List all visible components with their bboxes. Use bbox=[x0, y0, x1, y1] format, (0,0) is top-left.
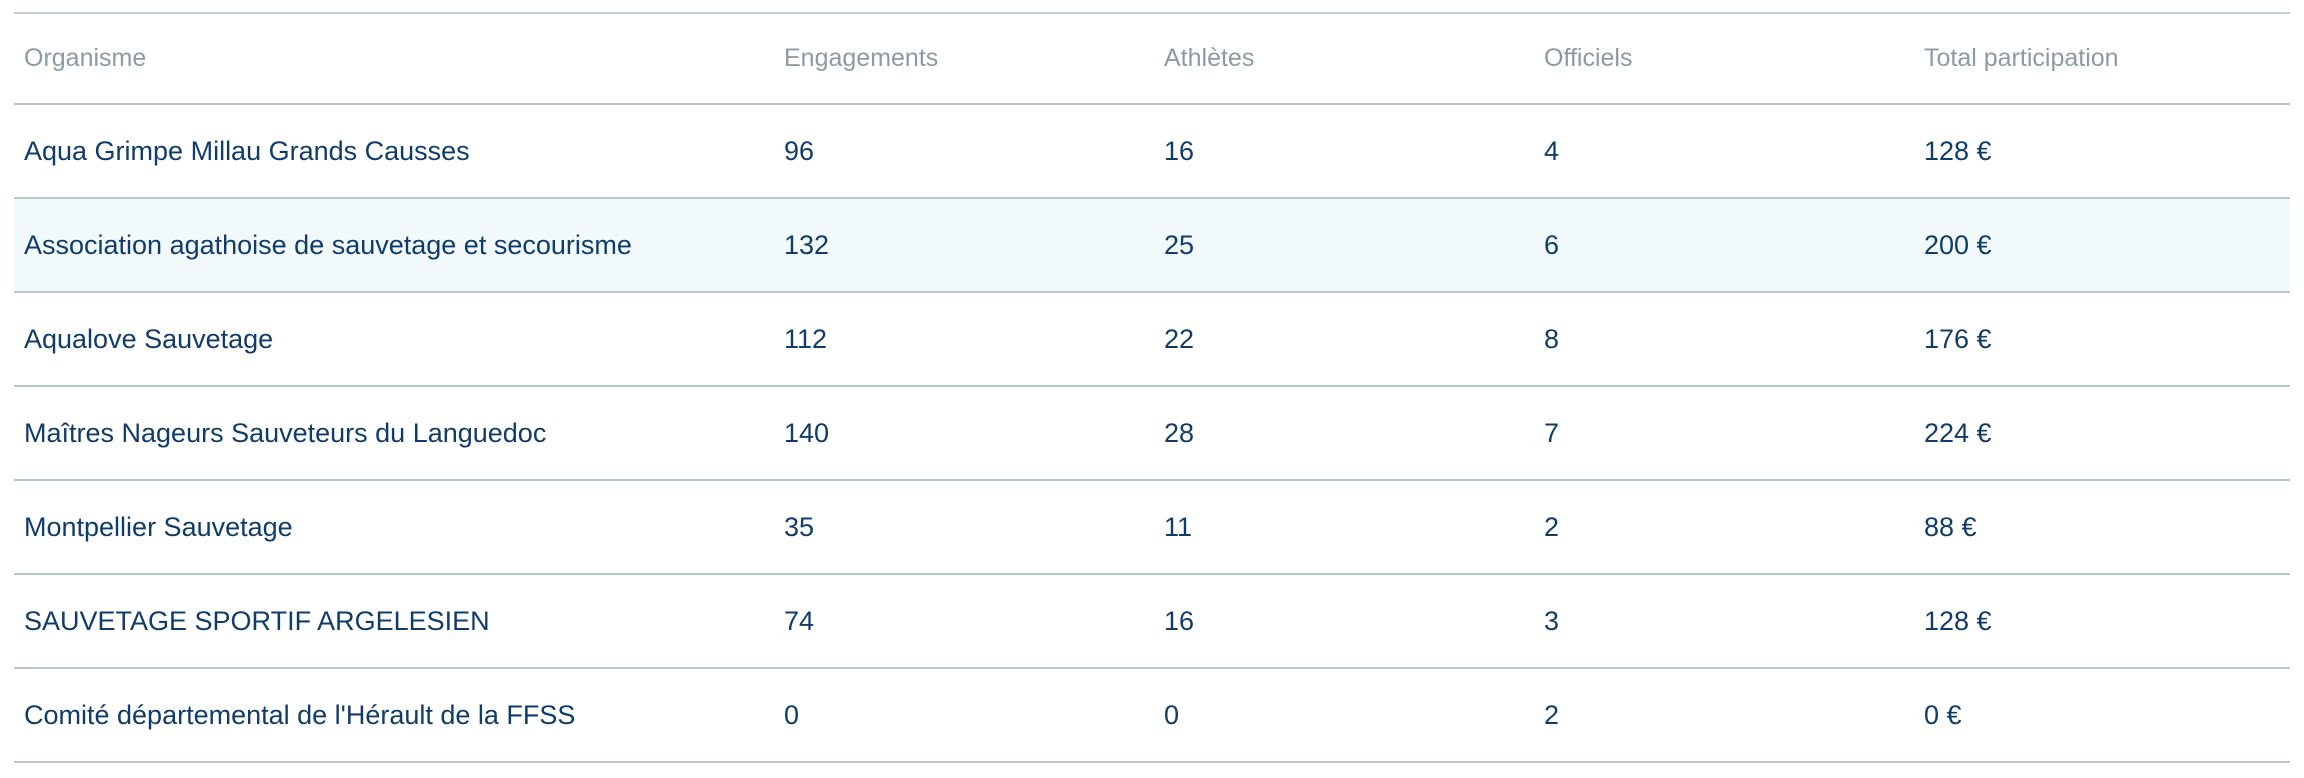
cell-total-participation: 128 € bbox=[1924, 135, 1992, 166]
participation-table-container: Organisme Engagements Athlètes Officiels… bbox=[14, 12, 2290, 763]
cell-athletes: 11 bbox=[1164, 511, 1193, 542]
table-row[interactable]: Aqualove Sauvetage 112 22 8 176 € bbox=[14, 292, 2290, 386]
cell-organisme: Comité départemental de l'Hérault de la … bbox=[24, 699, 576, 730]
cell-athletes: 25 bbox=[1164, 229, 1195, 260]
cell-engagements: 96 bbox=[784, 135, 815, 166]
cell-officiels: 8 bbox=[1544, 323, 1560, 354]
cell-engagements: 0 bbox=[784, 699, 800, 730]
cell-athletes: 0 bbox=[1164, 699, 1180, 730]
cell-engagements: 132 bbox=[784, 229, 830, 260]
column-header-organisme[interactable]: Organisme bbox=[24, 44, 147, 72]
header-row: Organisme Engagements Athlètes Officiels… bbox=[14, 13, 2290, 104]
column-header-athletes[interactable]: Athlètes bbox=[1164, 44, 1255, 72]
table-header: Organisme Engagements Athlètes Officiels… bbox=[14, 13, 2290, 104]
table-row[interactable]: Aqua Grimpe Millau Grands Causses 96 16 … bbox=[14, 104, 2290, 198]
cell-total-participation: 224 € bbox=[1924, 417, 1992, 448]
cell-officiels: 2 bbox=[1544, 511, 1560, 542]
table-body: Aqua Grimpe Millau Grands Causses 96 16 … bbox=[14, 104, 2290, 762]
cell-organisme: Association agathoise de sauvetage et se… bbox=[24, 229, 632, 260]
column-header-engagements[interactable]: Engagements bbox=[784, 44, 939, 72]
table-row[interactable]: SAUVETAGE SPORTIF ARGELESIEN 74 16 3 128… bbox=[14, 574, 2290, 668]
participation-table: Organisme Engagements Athlètes Officiels… bbox=[14, 12, 2290, 763]
table-row[interactable]: Montpellier Sauvetage 35 11 2 88 € bbox=[14, 480, 2290, 574]
cell-total-participation: 0 € bbox=[1924, 699, 1962, 730]
cell-total-participation: 88 € bbox=[1924, 511, 1977, 542]
table-row[interactable]: Association agathoise de sauvetage et se… bbox=[14, 198, 2290, 292]
cell-athletes: 28 bbox=[1164, 417, 1195, 448]
cell-athletes: 22 bbox=[1164, 323, 1195, 354]
cell-engagements: 35 bbox=[784, 511, 815, 542]
table-row[interactable]: Maîtres Nageurs Sauveteurs du Languedoc … bbox=[14, 386, 2290, 480]
cell-total-participation: 200 € bbox=[1924, 229, 1992, 260]
cell-engagements: 140 bbox=[784, 417, 830, 448]
table-row[interactable]: Comité départemental de l'Hérault de la … bbox=[14, 668, 2290, 762]
cell-organisme: Aqualove Sauvetage bbox=[24, 323, 274, 354]
column-header-total-participation[interactable]: Total participation bbox=[1924, 44, 2119, 72]
cell-officiels: 6 bbox=[1544, 229, 1560, 260]
cell-athletes: 16 bbox=[1164, 605, 1195, 636]
cell-organisme: Montpellier Sauvetage bbox=[24, 511, 293, 542]
cell-officiels: 3 bbox=[1544, 605, 1560, 636]
cell-officiels: 7 bbox=[1544, 417, 1560, 448]
cell-organisme: Aqua Grimpe Millau Grands Causses bbox=[24, 135, 470, 166]
cell-engagements: 74 bbox=[784, 605, 815, 636]
cell-officiels: 2 bbox=[1544, 699, 1560, 730]
column-header-officiels[interactable]: Officiels bbox=[1544, 44, 1633, 72]
cell-total-participation: 128 € bbox=[1924, 605, 1992, 636]
cell-organisme: SAUVETAGE SPORTIF ARGELESIEN bbox=[24, 605, 490, 636]
cell-total-participation: 176 € bbox=[1924, 323, 1992, 354]
cell-officiels: 4 bbox=[1544, 135, 1560, 166]
cell-athletes: 16 bbox=[1164, 135, 1195, 166]
cell-organisme: Maîtres Nageurs Sauveteurs du Languedoc bbox=[24, 417, 547, 448]
cell-engagements: 112 bbox=[784, 323, 828, 354]
